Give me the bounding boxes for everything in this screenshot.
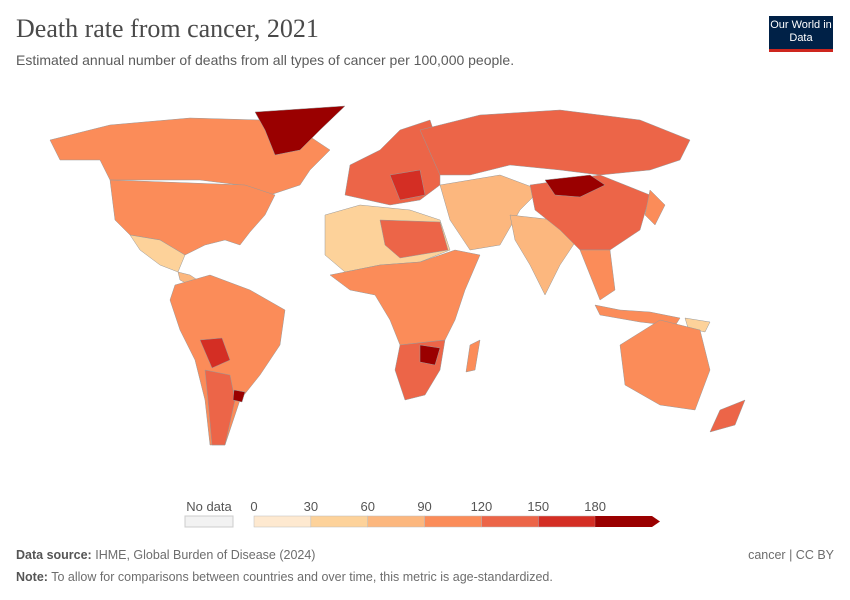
legend-bin[interactable] <box>367 515 425 528</box>
legend-bin[interactable] <box>253 515 312 528</box>
region-greenland[interactable] <box>254 105 346 156</box>
legend-tick-label: 150 <box>527 499 549 514</box>
chart-title: Death rate from cancer, 2021 <box>16 14 319 43</box>
legend-tick-label: 120 <box>471 499 493 514</box>
region-middle-east-central-asia[interactable] <box>439 174 541 251</box>
legend-bin[interactable] <box>424 515 482 528</box>
region-japan[interactable] <box>644 189 666 226</box>
region-madagascar[interactable] <box>465 339 481 373</box>
region-usa[interactable] <box>109 179 276 256</box>
no-data-label: No data <box>186 499 232 514</box>
legend-tick-label: 180 <box>584 499 606 514</box>
region-canada-alaska[interactable] <box>49 117 331 196</box>
no-data-swatch[interactable] <box>184 515 234 528</box>
license[interactable]: cancer | CC BY <box>748 548 834 562</box>
region-argentina[interactable] <box>204 369 236 446</box>
legend-bin[interactable] <box>538 515 596 528</box>
region-bolivia[interactable] <box>199 337 231 369</box>
region-southeast-asia[interactable] <box>579 249 616 301</box>
region-new-zealand[interactable] <box>709 399 746 433</box>
legend-bin[interactable] <box>310 515 368 528</box>
legend-tick-label: 30 <box>304 499 318 514</box>
legend-bin[interactable] <box>481 515 539 528</box>
region-eastern-europe[interactable] <box>389 169 426 201</box>
region-russia[interactable] <box>419 109 691 176</box>
source-label: Data source: <box>16 548 92 562</box>
note-label: Note: <box>16 570 48 584</box>
note-text: To allow for comparisons between countri… <box>51 570 553 584</box>
legend-tick-label: 0 <box>250 499 257 514</box>
region-uruguay[interactable] <box>232 389 246 403</box>
region-australia[interactable] <box>619 319 711 411</box>
legend[interactable]: No data 0 30 60 90 120 150 180 <box>184 499 660 528</box>
owid-logo[interactable]: Our World in Data <box>769 16 833 52</box>
logo-text: Our World in Data <box>770 19 832 44</box>
data-source: Data source: IHME, Global Burden of Dise… <box>16 548 315 562</box>
region-central-africa[interactable] <box>329 249 481 346</box>
note: Note: To allow for comparisons between c… <box>16 570 553 584</box>
region-libya-egypt[interactable] <box>379 219 449 259</box>
legend-tick-label: 60 <box>360 499 374 514</box>
chart-subtitle: Estimated annual number of deaths from a… <box>16 52 515 68</box>
region-mongolia[interactable] <box>544 174 606 198</box>
legend-tick-label: 90 <box>417 499 431 514</box>
region-zimbabwe[interactable] <box>419 344 441 366</box>
legend-bin-open[interactable] <box>595 516 660 527</box>
source-text[interactable]: IHME, Global Burden of Disease (2024) <box>95 548 316 562</box>
